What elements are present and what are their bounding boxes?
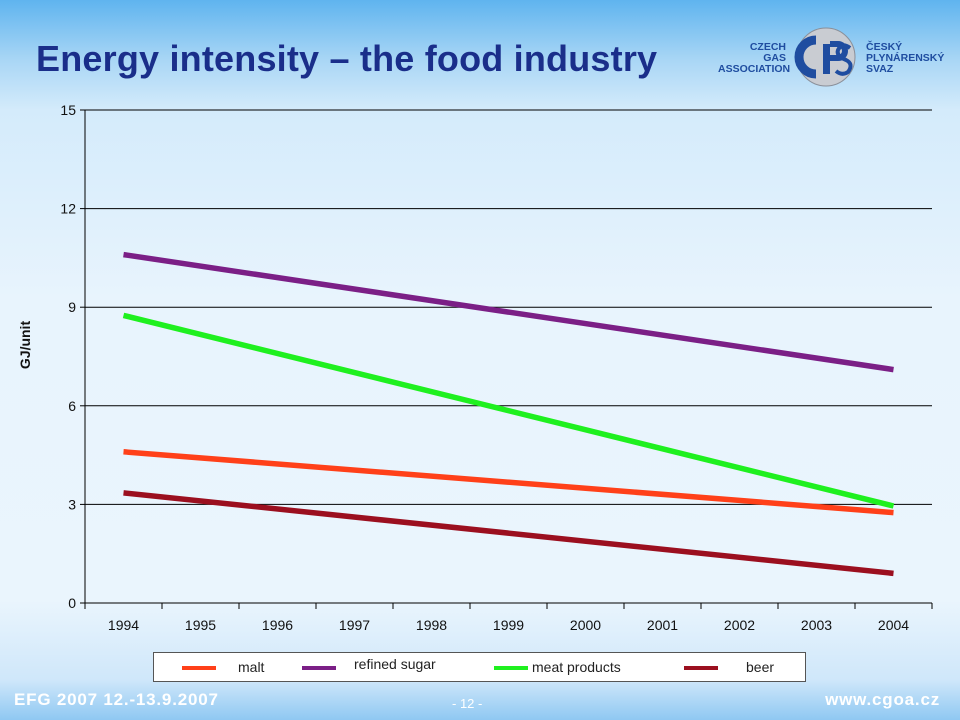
y-tick-label: 6 — [68, 398, 76, 414]
series-line-meat-products — [122, 312, 895, 509]
x-tick-label: 1995 — [185, 617, 216, 633]
y-axis-label: GJ/unit — [17, 321, 33, 370]
legend-label-beer: beer — [746, 659, 775, 675]
logo-text-czech: ČESKÝ PLYNÁRENSKÝ SVAZ — [866, 42, 946, 75]
footer-page-number: - 12 - — [452, 696, 483, 711]
x-tick-label: 2000 — [570, 617, 601, 633]
x-tick-label: 2001 — [647, 617, 678, 633]
cgoa-logo: CZECH GAS ASSOCIATION ČESKÝ PLYNÁRENSKÝ … — [718, 26, 948, 88]
x-tick-label: 2002 — [724, 617, 755, 633]
legend-label-malt: malt — [238, 659, 265, 675]
x-tick-label: 2004 — [878, 617, 909, 633]
footer-website: www.cgoa.cz — [825, 690, 940, 709]
legend-swatch-beer — [684, 666, 718, 670]
logo-line: ČESKÝ — [866, 41, 903, 53]
x-tick-label: 1997 — [339, 617, 370, 633]
series-line-malt — [123, 449, 894, 516]
series-line-beer — [123, 490, 894, 577]
series-layer — [122, 251, 895, 577]
slide-title: Energy intensity – the food industry — [36, 38, 658, 79]
y-tick-label: 12 — [60, 201, 76, 217]
legend-swatch-meat-products — [494, 666, 528, 670]
logo-text-english: CZECH GAS ASSOCIATION — [718, 41, 791, 75]
legend-label-refined-sugar: refined sugar — [354, 656, 436, 672]
footer-event: EFG 2007 12.-13.9.2007 — [14, 690, 219, 709]
y-tick-label: 3 — [68, 496, 76, 512]
x-tick-label: 1998 — [416, 617, 447, 633]
legend-label-meat-products: meat products — [532, 659, 621, 675]
y-tick-label: 15 — [60, 102, 76, 118]
logo-line: CZECH — [749, 41, 786, 53]
axis-layer: 0 3 6 9 12 15 1994 1995 1996 1997 1998 1999 2000 2001… — [60, 102, 933, 633]
y-tick-label: 9 — [68, 299, 76, 315]
logo-line: GAS — [763, 52, 786, 64]
cps-logo-mark-icon — [794, 27, 856, 87]
grid-layer — [85, 109, 932, 505]
chart-container: 0 3 6 9 12 15 1994 1995 1996 1997 1998 1999 2000 2001… — [0, 95, 960, 655]
y-tick-label: 0 — [68, 595, 76, 611]
legend-swatch-malt — [182, 666, 216, 670]
logo-line: ASSOCIATION — [718, 63, 791, 75]
x-tick-label: 2003 — [801, 617, 832, 633]
x-tick-label: 1999 — [493, 617, 524, 633]
legend-swatch-refined-sugar — [302, 666, 336, 670]
logo-line: SVAZ — [866, 63, 894, 75]
line-chart: 0 3 6 9 12 15 1994 1995 1996 1997 1998 1999 2000 2001… — [17, 102, 933, 633]
logo-line: PLYNÁRENSKÝ — [866, 52, 945, 64]
series-line-refined-sugar — [123, 251, 894, 373]
x-tick-label: 1994 — [108, 617, 139, 633]
x-tick-label: 1996 — [262, 617, 293, 633]
chart-legend: malt refined sugar meat products beer — [153, 652, 806, 682]
